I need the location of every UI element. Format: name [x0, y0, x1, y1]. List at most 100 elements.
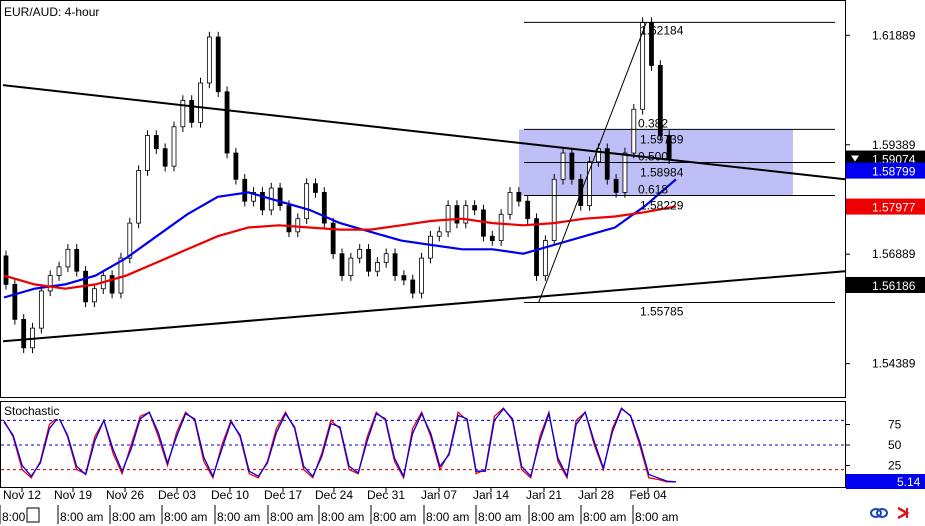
- x-time-label: 8:00 am: [270, 510, 313, 524]
- candle-up: [171, 126, 177, 167]
- candle-up: [127, 222, 133, 259]
- x-tick-label: Jan 07: [421, 488, 457, 502]
- x-time-label: 8:00: [2, 510, 26, 524]
- candle-up: [507, 192, 513, 215]
- candle-up: [145, 135, 150, 171]
- candle-up: [56, 266, 62, 277]
- candle-down: [286, 205, 292, 233]
- x-time-label: 8:00 am: [635, 510, 678, 524]
- x-tick-label: Nov 12: [3, 488, 41, 502]
- candle-up: [463, 205, 469, 224]
- x-tick-label: Dec 31: [367, 488, 405, 502]
- x-tick-label: Jan 21: [526, 488, 562, 502]
- trendline-2: [2, 270, 846, 343]
- candle-up: [357, 248, 363, 259]
- candle-up: [206, 36, 212, 84]
- candle-up: [92, 288, 97, 303]
- x-time-label: 8:00 am: [112, 510, 155, 524]
- candle-up: [374, 262, 380, 272]
- candle-down: [74, 248, 80, 272]
- candle-down: [330, 222, 336, 255]
- candle-down: [109, 275, 115, 294]
- stochastic-series-2: [3, 407, 677, 483]
- candle-up: [383, 253, 389, 263]
- candle-down: [489, 235, 495, 241]
- candle-down: [215, 36, 221, 93]
- stochastic-value-label: 5.14: [897, 475, 921, 489]
- stochastic-tick-label: 50: [888, 438, 902, 452]
- x-time-label: 8:00 am: [321, 510, 364, 524]
- candle-down: [534, 218, 539, 277]
- stochastic-title: Stochastic: [4, 404, 59, 418]
- y-tick-label: 1.59389: [872, 138, 916, 152]
- fib-level-label: 1.62184: [640, 23, 684, 37]
- price-tag: [846, 198, 925, 215]
- candle-down: [21, 318, 27, 349]
- candle-up: [542, 240, 548, 277]
- fib-ratio-label: 0.382: [638, 116, 668, 130]
- price-panel-frame: [0, 0, 846, 398]
- stochastic-title-bg: [1, 402, 73, 419]
- candle-down: [339, 253, 345, 277]
- arrow-icon[interactable]: [893, 505, 913, 521]
- candle-up: [180, 100, 186, 128]
- candle-down: [3, 255, 9, 285]
- candle-down: [313, 183, 318, 193]
- x-time-label: 8:00 am: [583, 510, 626, 524]
- candle-down: [12, 283, 18, 320]
- x-tick-label: Feb 04: [629, 488, 667, 502]
- candle-down: [604, 148, 610, 180]
- candle-down: [233, 152, 239, 180]
- fib-level-label: 1.59739: [640, 132, 684, 146]
- candle-up: [65, 248, 71, 268]
- time-cursor-box: [26, 507, 40, 523]
- candle-up: [622, 152, 628, 193]
- stochastic-plot: [1, 407, 845, 483]
- chart-title-bg: [1, 1, 119, 21]
- candle-down: [657, 65, 663, 136]
- candle-up: [198, 82, 203, 123]
- candle-down: [401, 275, 407, 281]
- x-tick-label: Nov 19: [54, 488, 92, 502]
- y-tick-label: 1.61889: [872, 28, 916, 42]
- x-tick-label: Jan 14: [473, 488, 509, 502]
- x-tick-label: Dec 03: [158, 488, 196, 502]
- candle-up: [428, 235, 433, 259]
- x-time-label: 8:00 am: [60, 510, 103, 524]
- candle-up: [436, 231, 442, 237]
- candle-up: [419, 257, 424, 294]
- candle-up: [47, 275, 53, 292]
- candle-down: [525, 200, 531, 220]
- candle-down: [392, 253, 398, 277]
- candle-down: [366, 248, 371, 272]
- fib-level-label: 1.58229: [640, 199, 684, 213]
- candle-down: [162, 148, 168, 167]
- price-tag: [846, 150, 925, 167]
- candle-up: [631, 108, 637, 154]
- candle-down: [260, 192, 265, 211]
- link-icon[interactable]: [869, 505, 889, 521]
- candle-down: [410, 279, 416, 294]
- candle-up: [596, 148, 601, 163]
- candle-down: [516, 192, 522, 202]
- candle-up: [348, 257, 354, 277]
- fib-ratio-label: 0.618: [638, 183, 668, 197]
- candle-down: [454, 205, 460, 224]
- y-tick-label: 1.54389: [872, 357, 916, 371]
- candle-up: [251, 192, 256, 202]
- fib-ratio-label: 0.500: [638, 149, 668, 163]
- price-tag-label: 1.56186: [872, 279, 916, 293]
- candle-up: [587, 161, 592, 206]
- x-time-label: 8:00 am: [217, 510, 260, 524]
- x-time-label: 8:00 am: [426, 510, 469, 524]
- candle-down: [224, 91, 230, 154]
- moving-average-2: [3, 205, 677, 290]
- candle-up: [38, 290, 44, 329]
- trendline-1: [2, 84, 846, 181]
- chart-title: EUR/AUD: 4-hour: [4, 5, 99, 19]
- candle-up: [304, 183, 310, 220]
- x-tick-label: Nov 26: [106, 488, 144, 502]
- price-tag-label: 1.57977: [872, 201, 916, 215]
